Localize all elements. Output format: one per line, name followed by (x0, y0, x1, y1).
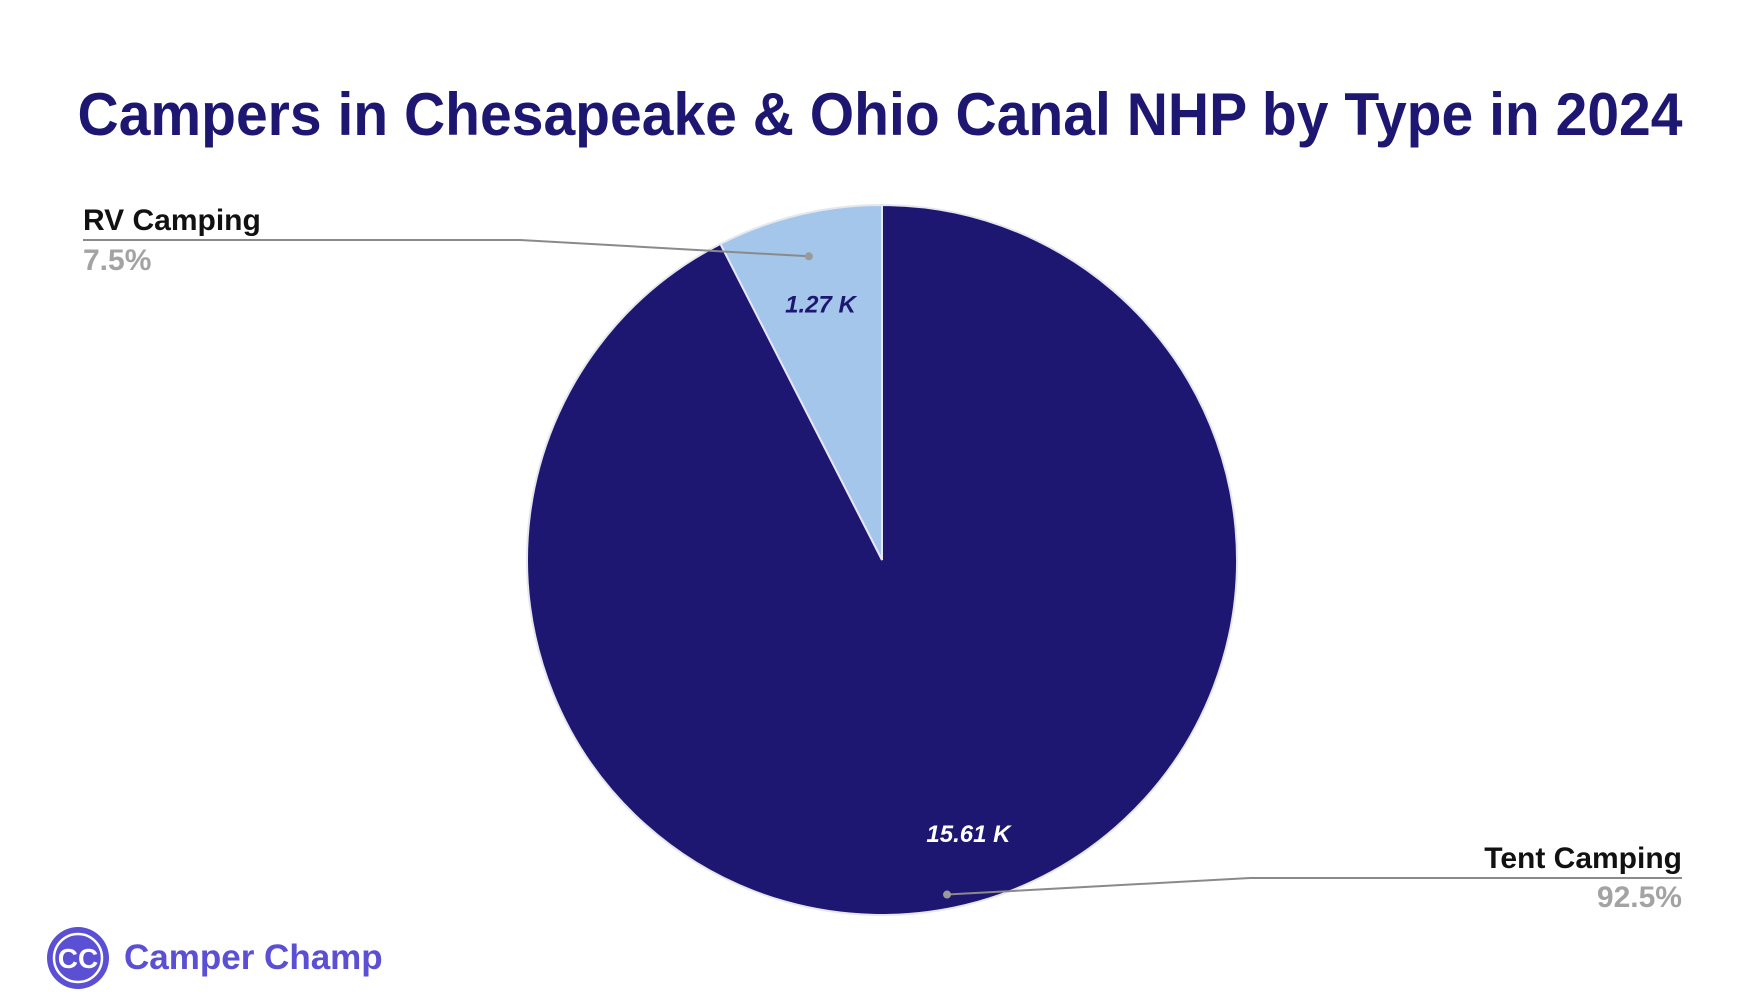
slice-legends: RV Camping 7.5% Tent Camping 92.5% (83, 204, 1682, 914)
brand-logo: CC (47, 927, 109, 989)
leader-line-tent-camping (946, 877, 1682, 896)
pie-slice-rv-camping (719, 203, 883, 561)
pie-slice-tent-camping (526, 203, 1238, 916)
legend-percent-tent-camping: 92.5% (1597, 881, 1682, 914)
slice-value-label-tent-camping: 15.61 K (926, 821, 1012, 848)
slice-value-label-rv-camping: 1.27 K (785, 292, 857, 319)
leader-dot-tent-camping (943, 890, 952, 899)
legend-name-rv-camping: RV Camping (83, 204, 261, 237)
slice-labels: 1.27 K 15.61 K (785, 292, 1012, 849)
chart-title: Campers in Chesapeake & Ohio Canal NHP b… (78, 81, 1684, 148)
legend-percent-rv-camping: 7.5% (83, 244, 151, 277)
brand-logo-circle (47, 927, 109, 989)
pie-slices (526, 203, 1238, 916)
legend-name-tent-camping: Tent Camping (1484, 842, 1682, 875)
leader-lines (83, 239, 1682, 899)
brand-name: Camper Champ (124, 938, 383, 977)
brand-logo-ring (52, 932, 104, 984)
leader-dot-rv-camping (804, 252, 813, 261)
leader-line-rv-camping (83, 239, 809, 258)
brand-logo-text: CC (58, 943, 98, 974)
